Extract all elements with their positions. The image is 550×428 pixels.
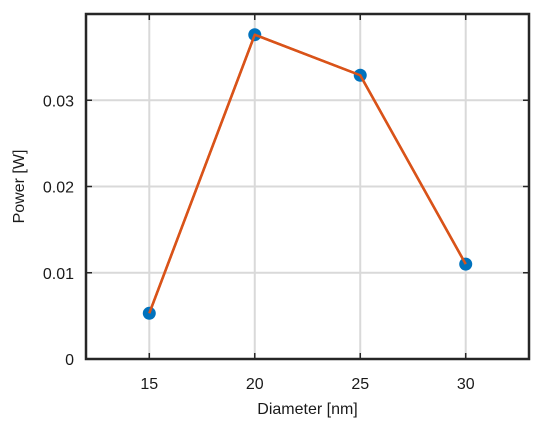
series-layer bbox=[142, 28, 473, 320]
series-line-overlay bbox=[148, 33, 467, 314]
x-tick-label: 15 bbox=[140, 376, 158, 393]
y-tick-labels: 0 0.01 0.02 0.03 bbox=[43, 93, 74, 369]
x-axis-label: Diameter [nm] bbox=[257, 401, 357, 418]
x-tick-label: 20 bbox=[246, 376, 264, 393]
y-tick-label: 0.01 bbox=[43, 266, 74, 283]
y-tick-label: 0.03 bbox=[43, 93, 74, 110]
x-tick-label: 30 bbox=[457, 376, 475, 393]
y-axis-label: Power [W] bbox=[11, 150, 28, 224]
plot-frame bbox=[84, 12, 531, 361]
x-tick-label: 25 bbox=[351, 376, 369, 393]
y-tick-label: 0.02 bbox=[43, 180, 74, 197]
x-tick-labels: 15 20 25 30 bbox=[140, 376, 474, 393]
y-tick-label: 0 bbox=[65, 352, 74, 369]
